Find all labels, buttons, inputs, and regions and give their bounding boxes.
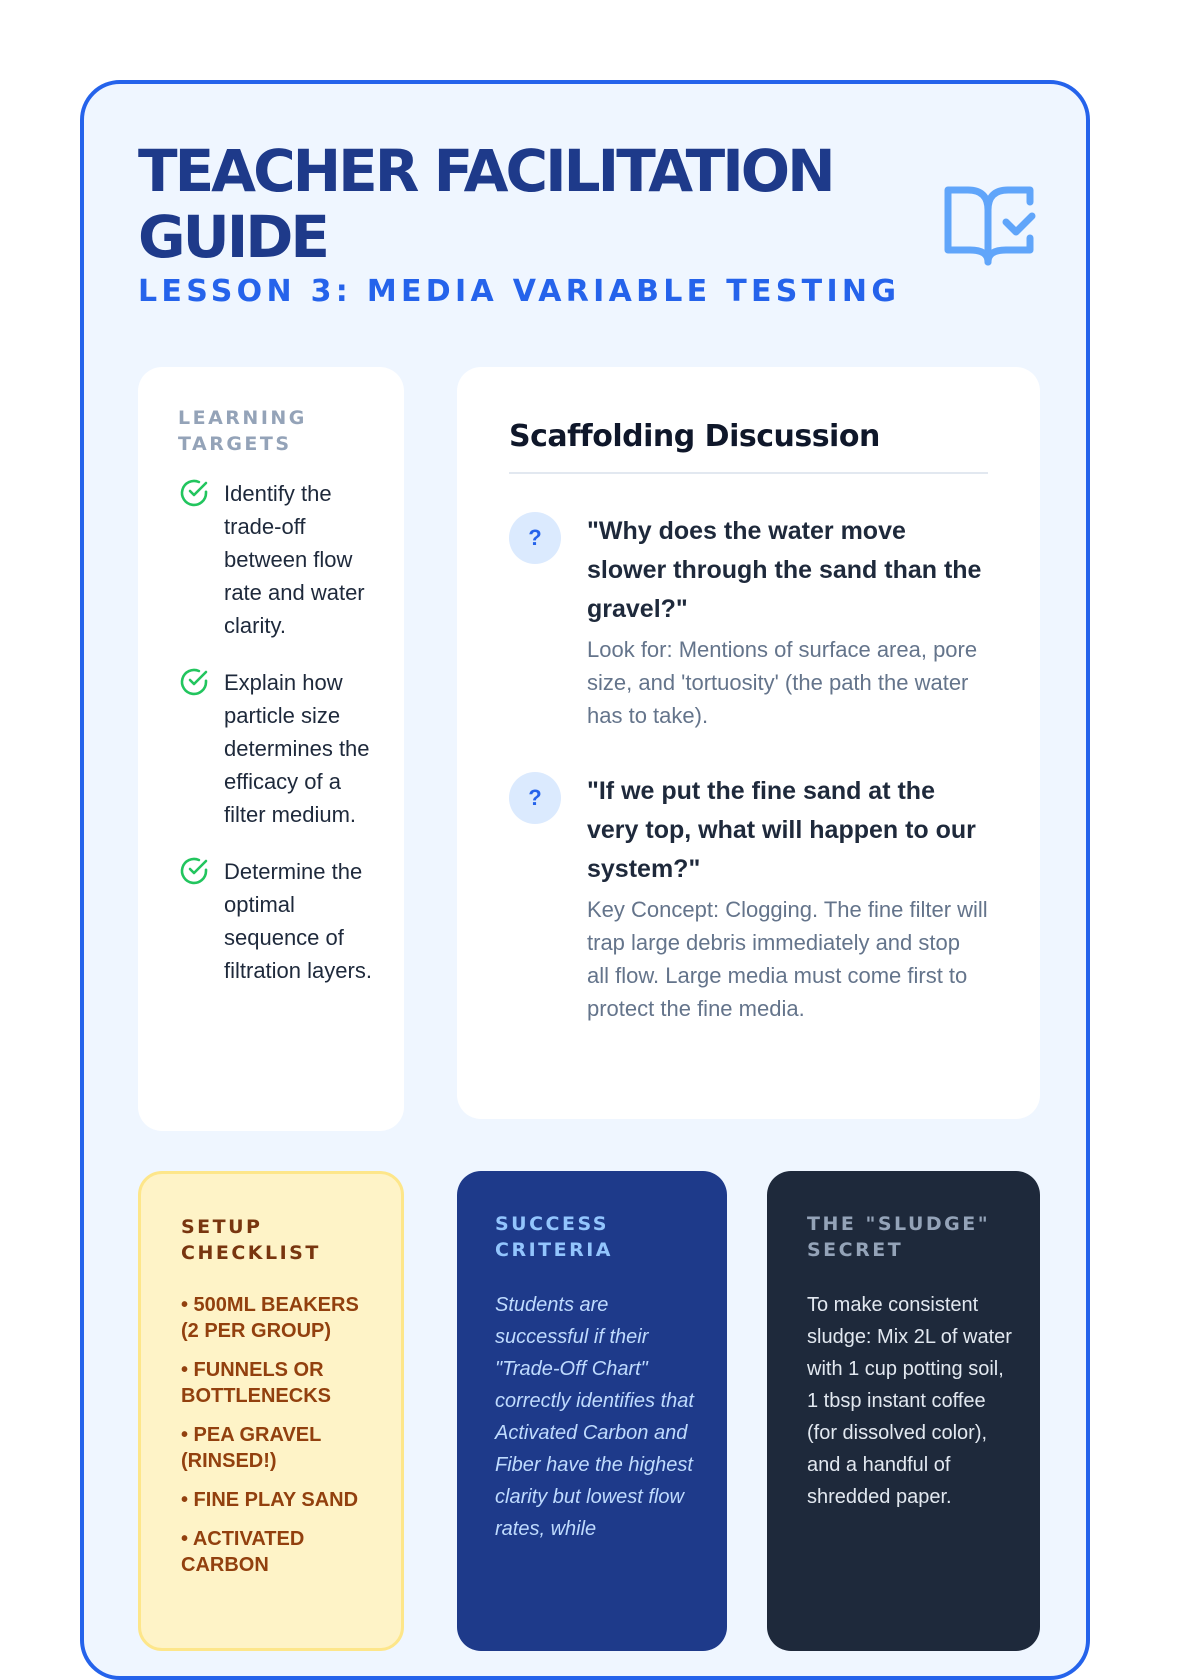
check-circle-icon xyxy=(180,668,208,696)
discussion-question: ? "If we put the fine sand at the very t… xyxy=(509,772,988,1025)
checklist-item: • Fine Play Sand xyxy=(181,1489,359,1511)
lesson-subtitle: LESSON 3: MEDIA VARIABLE TESTING xyxy=(138,274,901,309)
learning-target-item: Identify the trade-off between flow rate… xyxy=(178,477,374,642)
learning-target-text: Determine the optimal sequence of filtra… xyxy=(224,859,372,983)
checklist-item: • Activated Carbon xyxy=(181,1528,305,1576)
book-open-check-icon xyxy=(944,186,1036,266)
sludge-secret-text: To make consistent sludge: Mix 2L of wat… xyxy=(807,1294,1012,1508)
learning-target-item: Determine the optimal sequence of filtra… xyxy=(178,855,374,987)
learning-targets-label: Learning Targets xyxy=(178,407,307,455)
check-circle-icon xyxy=(180,857,208,885)
success-criteria-label: Success Criteria xyxy=(495,1213,613,1261)
question-text: "Why does the water move slower through … xyxy=(587,517,982,623)
discussion-title: Scaffolding Discussion xyxy=(509,419,988,474)
learning-targets-card: Learning Targets Identify the trade-off … xyxy=(138,367,404,1131)
success-criteria-text: Students are successful if their "Trade-… xyxy=(495,1294,694,1540)
setup-checklist: • 500ml Beakers (2 per group) • Funnels … xyxy=(181,1292,381,1578)
setup-checklist-label: Setup Checklist xyxy=(181,1216,321,1264)
setup-checklist-card: Setup Checklist • 500ml Beakers (2 per g… xyxy=(138,1171,404,1651)
checklist-item: • Funnels or Bottlenecks xyxy=(181,1359,331,1407)
question-answer: Key Concept: Clogging. The fine filter w… xyxy=(587,897,988,1021)
question-text: "If we put the fine sand at the very top… xyxy=(587,777,976,883)
sludge-secret-card: The "Sludge" Secret To make consistent s… xyxy=(767,1171,1040,1651)
success-criteria-card: Success Criteria Students are successful… xyxy=(457,1171,727,1651)
checklist-item: • 500ml Beakers (2 per group) xyxy=(181,1294,359,1342)
checklist-item: • Pea Gravel (Rinsed!) xyxy=(181,1424,321,1472)
page-title: TEACHER FACILITATION GUIDE xyxy=(138,137,836,271)
learning-target-text: Explain how particle size determines the… xyxy=(224,670,370,827)
question-mark-icon: ? xyxy=(509,512,561,564)
check-circle-icon xyxy=(180,479,208,507)
discussion-question: ? "Why does the water move slower throug… xyxy=(509,512,988,732)
learning-target-text: Identify the trade-off between flow rate… xyxy=(224,481,365,638)
learning-target-item: Explain how particle size determines the… xyxy=(178,666,374,831)
question-answer: Look for: Mentions of surface area, pore… xyxy=(587,637,978,728)
question-mark-icon: ? xyxy=(509,772,561,824)
sludge-secret-label: The "Sludge" Secret xyxy=(807,1213,991,1261)
scaffolding-discussion-card: Scaffolding Discussion ? "Why does the w… xyxy=(457,367,1040,1119)
